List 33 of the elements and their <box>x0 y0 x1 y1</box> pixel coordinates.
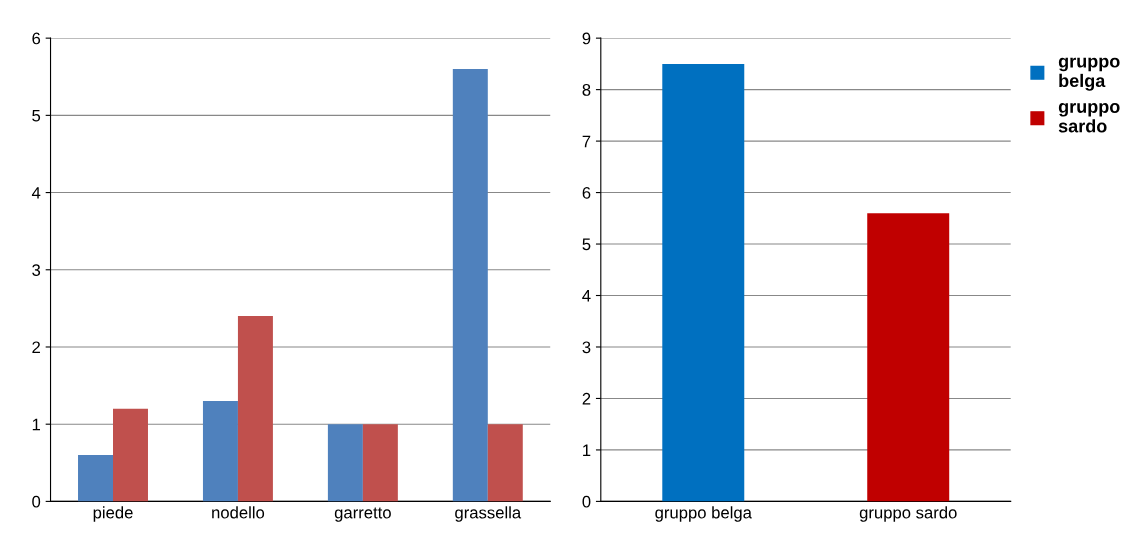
y-tick-label: 4 <box>31 187 41 199</box>
x-tick-label: garretto <box>334 507 391 522</box>
bar <box>452 69 488 502</box>
y-tick-label: 3 <box>32 264 41 276</box>
y-tick-label: 3 <box>582 341 591 354</box>
y-tick-label: 2 <box>32 341 40 354</box>
y-tick-label: 0 <box>32 495 41 508</box>
y-tick-label: 7 <box>582 135 591 148</box>
bar <box>237 316 273 502</box>
bar <box>78 455 113 502</box>
y-tick-label: 1 <box>32 418 40 431</box>
y-tick-label: 5 <box>32 109 41 122</box>
bar <box>362 424 398 502</box>
y-tick-label: 6 <box>32 32 41 45</box>
y-tick-label: 5 <box>582 238 591 251</box>
y-tick-label: 2 <box>582 392 591 405</box>
x-tick-label: gruppo sardo <box>859 506 957 522</box>
y-tick-label: 4 <box>582 290 591 302</box>
bar <box>202 401 238 502</box>
y-tick-label: 1 <box>583 444 591 456</box>
bar <box>327 424 363 502</box>
legend-label: gruppo belga <box>1058 57 1120 91</box>
y-tick-label: 6 <box>582 186 591 199</box>
x-tick-label: piede <box>93 506 133 522</box>
bar <box>113 408 148 502</box>
x-tick-label: nodello <box>212 506 265 519</box>
y-tick-label: 8 <box>582 84 591 96</box>
x-tick-label: grassella <box>455 506 522 522</box>
x-tick-label: gruppo belga <box>655 506 752 522</box>
y-tick-label: 0 <box>582 495 591 508</box>
legend-label: gruppo sardo <box>1058 103 1120 133</box>
bar <box>487 424 523 502</box>
y-tick-label: 9 <box>582 32 591 45</box>
